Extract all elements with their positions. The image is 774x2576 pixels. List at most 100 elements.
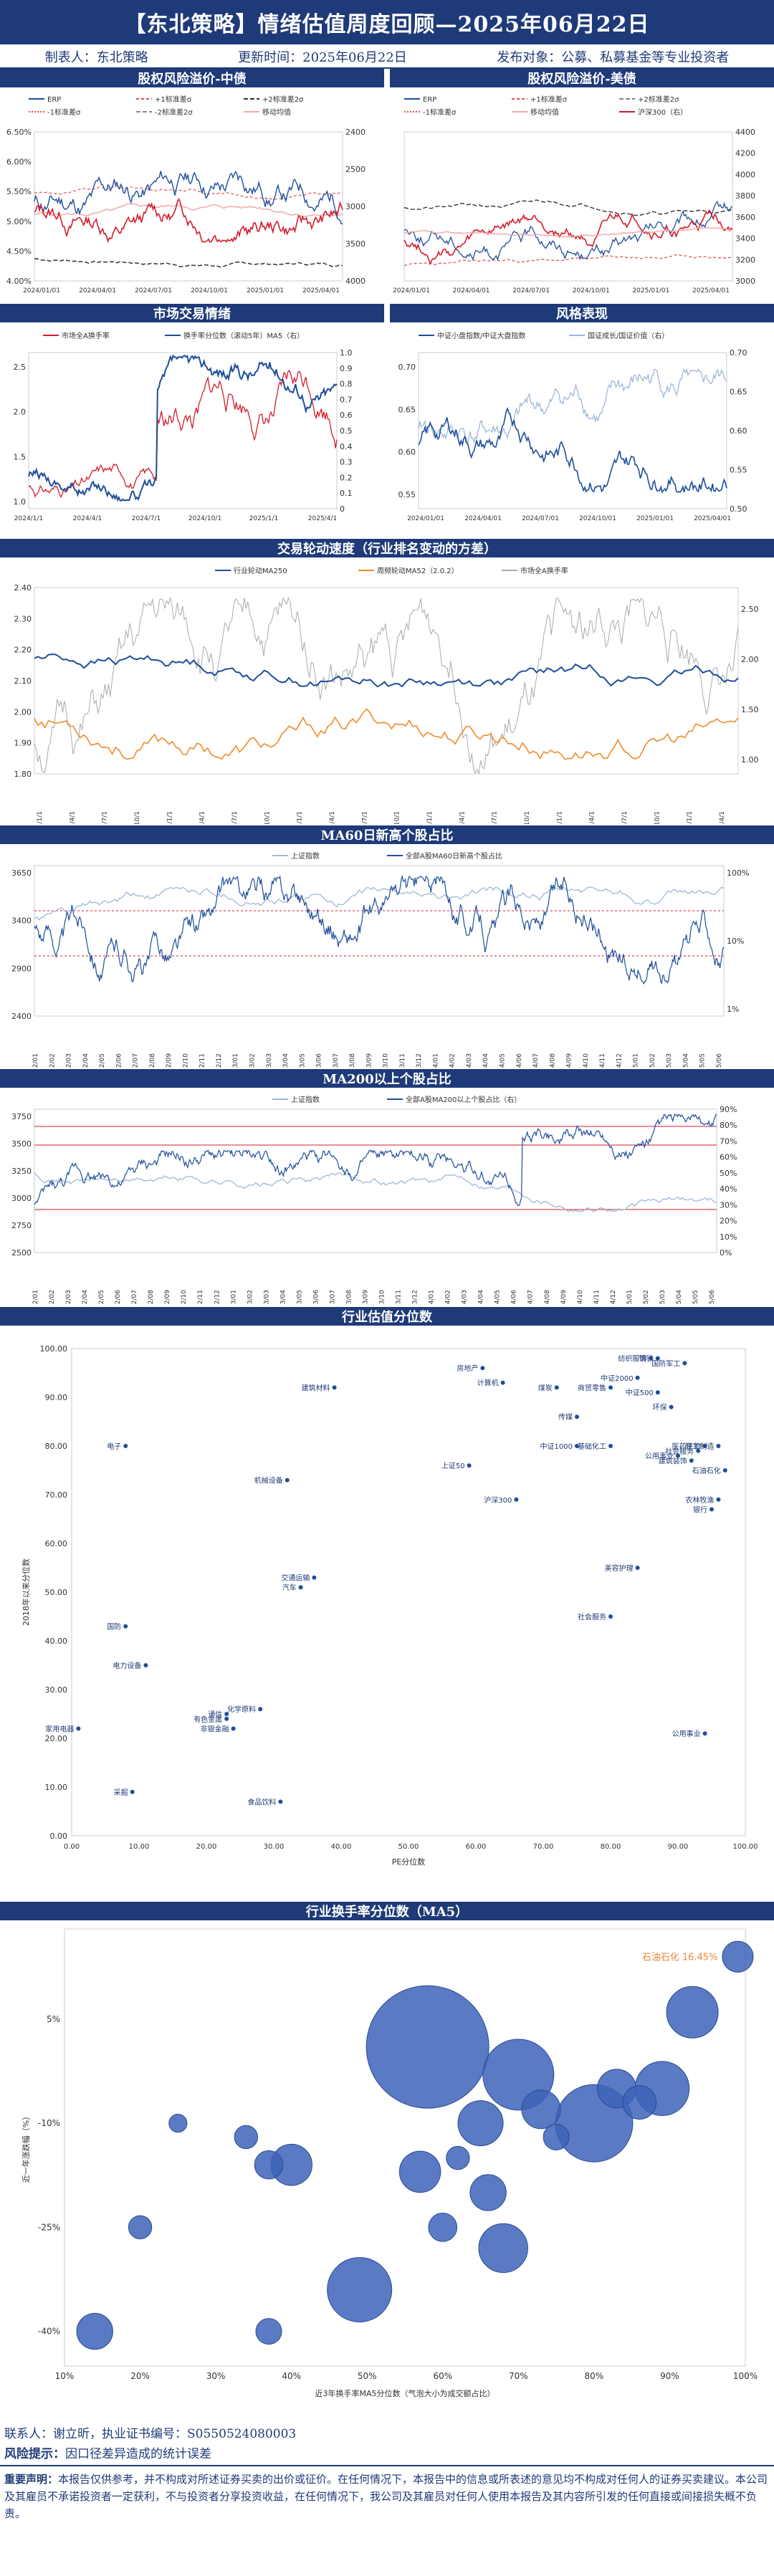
point-label: 汽车 [282, 1583, 297, 1592]
y-tick-label: 2500 [11, 1248, 32, 1258]
x-tick-label: 2025/4/1 [308, 515, 337, 522]
series-rotation-ma250 [34, 653, 739, 688]
y-tick-label: -10% [38, 2118, 60, 2128]
series-erp [34, 170, 343, 225]
x-tick-label: 2023/10 [379, 1290, 386, 1304]
point-label: 交通运输 [281, 1574, 310, 1583]
chart-erp-us: ERP +1标准差σ +2标准差2σ -1标准差σ 移动均值 沪深300（右） 3000 32… [393, 95, 755, 295]
notice-text: 本报告仅供参考，并不构成对所述证券买卖的出价或征价。在任何情况下，本报告中的信息… [4, 2473, 768, 2520]
x-tick-label: 2022/02 [49, 1053, 56, 1068]
y-tick-label: 1% [727, 1005, 739, 1014]
point-label: 中证2000 [601, 1374, 633, 1383]
x-tick-label: 2024/1/1 [556, 811, 563, 824]
scatter-point [722, 1468, 727, 1473]
bubble [327, 2256, 393, 2322]
bubble [666, 1986, 719, 2039]
scatter-point [710, 1507, 714, 1512]
y-tick-label: 5.50% [6, 187, 32, 196]
y-tick-label: 0.5 [340, 426, 353, 436]
x-tick-label: 2024/09 [560, 1290, 568, 1304]
disclaimer: 重要声明：本报告仅供参考，并不构成对所述证券买卖的出价或征价。在任何情况下，本报… [4, 2471, 770, 2522]
x-tick-label: 40% [282, 2371, 301, 2381]
plot-frame [28, 352, 338, 509]
y-tick-label: 6.50% [6, 128, 32, 137]
scatter-point [655, 1390, 660, 1395]
x-tick-label: 2022/12 [216, 1053, 223, 1068]
scatter-point [575, 1414, 579, 1419]
x-tick-label: 2024/05 [494, 1290, 502, 1304]
x-tick-label: 2023/09 [362, 1290, 369, 1304]
y-tick-label: 2500 [345, 165, 366, 174]
x-tick-label: 2022/10/1 [394, 811, 401, 824]
x-tick-label: 2025/06 [709, 1290, 716, 1304]
y-tick-label: 0.70 [730, 348, 747, 358]
y-tick-label: 4.50% [6, 246, 32, 256]
x-tick-label: 2024/1/1 [14, 515, 43, 522]
chart-rotation: 行业轮动MA250 周频轮动MA52（2.0.2） 市场全A换手率 1.80 1.90 2… [14, 566, 759, 824]
x-tick-label: 2022/06 [115, 1290, 122, 1304]
plot-frame [403, 131, 733, 282]
point-label: 社会服务 [578, 1612, 606, 1622]
x-tick-label: 20% [130, 2371, 150, 2381]
y-tick-label: 1.90 [14, 739, 32, 748]
x-tick-label: 50% [358, 2371, 377, 2381]
x-tick-label: 2024/01/01 [393, 287, 430, 295]
x-tick-label: 2022/05 [99, 1053, 106, 1068]
x-tick-label: 2022/11 [199, 1053, 206, 1068]
y-axis-label: 近一年涨跌幅（%） [21, 2112, 31, 2183]
scatter-point [332, 1385, 337, 1390]
x-tick-label: 2024/10/1 [654, 811, 661, 824]
x-tick-label: 2022/07 [133, 1053, 140, 1068]
bubble-label: 石油石化 16.45% [642, 1953, 718, 1963]
x-tick-label: 2025/03 [659, 1290, 666, 1304]
scatter-point [716, 1444, 721, 1448]
x-tick-label: 100.00 [733, 1843, 758, 1851]
y-tick-label: 0.2 [340, 473, 353, 482]
y-tick-label: 2.00 [14, 707, 32, 717]
point-label: 食品饮料 [247, 1797, 276, 1806]
x-tick-label: 2023/01 [230, 1290, 237, 1304]
bubble [622, 2085, 657, 2120]
x-tick-label: 2024/10/01 [573, 287, 610, 295]
y-tick-label: 1.80 [14, 770, 32, 779]
x-tick-label: 90.00 [668, 1843, 689, 1851]
x-tick-label: 2025/04/01 [302, 287, 340, 295]
y-tick-label: 5.00% [6, 217, 32, 226]
x-tick-label: 2024/7/1 [621, 811, 629, 824]
x-tick-label: 2024/03 [466, 1053, 473, 1068]
y-tick-label: 0.60 [398, 448, 416, 457]
y-tick-label: 0.50 [730, 504, 747, 514]
scatter-point [130, 1789, 135, 1794]
legend-label: ERP [423, 96, 436, 104]
point-label: 机械设备 [254, 1476, 283, 1485]
scatter-point [676, 1453, 680, 1458]
x-tick-label: 2024/04 [478, 1290, 485, 1304]
y-tick-label: 2.00 [741, 655, 759, 664]
x-tick-label: 2025/02 [649, 1053, 656, 1068]
scatter-point [514, 1497, 519, 1502]
y-tick-label: 3500 [345, 239, 366, 249]
scatter-point [716, 1497, 721, 1502]
y-tick-label: -25% [38, 2222, 60, 2232]
x-tick-label: 2025/1/1 [687, 811, 694, 824]
y-tick-label: 0% [720, 1248, 732, 1258]
x-tick-label: 2025/04/01 [692, 287, 730, 295]
x-tick-label: 2025/04 [682, 1053, 689, 1068]
point-label: 沪深300 [484, 1495, 512, 1505]
legend-label: +2标准差2σ [638, 95, 679, 104]
plot-frame [418, 352, 727, 509]
x-tick-label: 20.00 [196, 1843, 217, 1851]
x-tick-label: 2021/1/1 [166, 811, 173, 824]
risk-label: 风险提示： [4, 2447, 65, 2461]
x-tick-label: 2022/03 [65, 1290, 72, 1304]
plot-frame [34, 131, 343, 282]
bubble [234, 2125, 259, 2150]
y-tick-label: 10.00 [45, 1783, 68, 1792]
x-tick-label: 2024/04/01 [79, 287, 116, 295]
scatter-point [669, 1404, 674, 1409]
point-label: 中证500 [626, 1388, 654, 1397]
x-tick-label: 2025/01/01 [632, 287, 669, 295]
legend-label: 移动均值 [262, 107, 291, 117]
point-label: 社会服务 [665, 1447, 694, 1456]
y-tick-label: 3200 [735, 255, 755, 264]
